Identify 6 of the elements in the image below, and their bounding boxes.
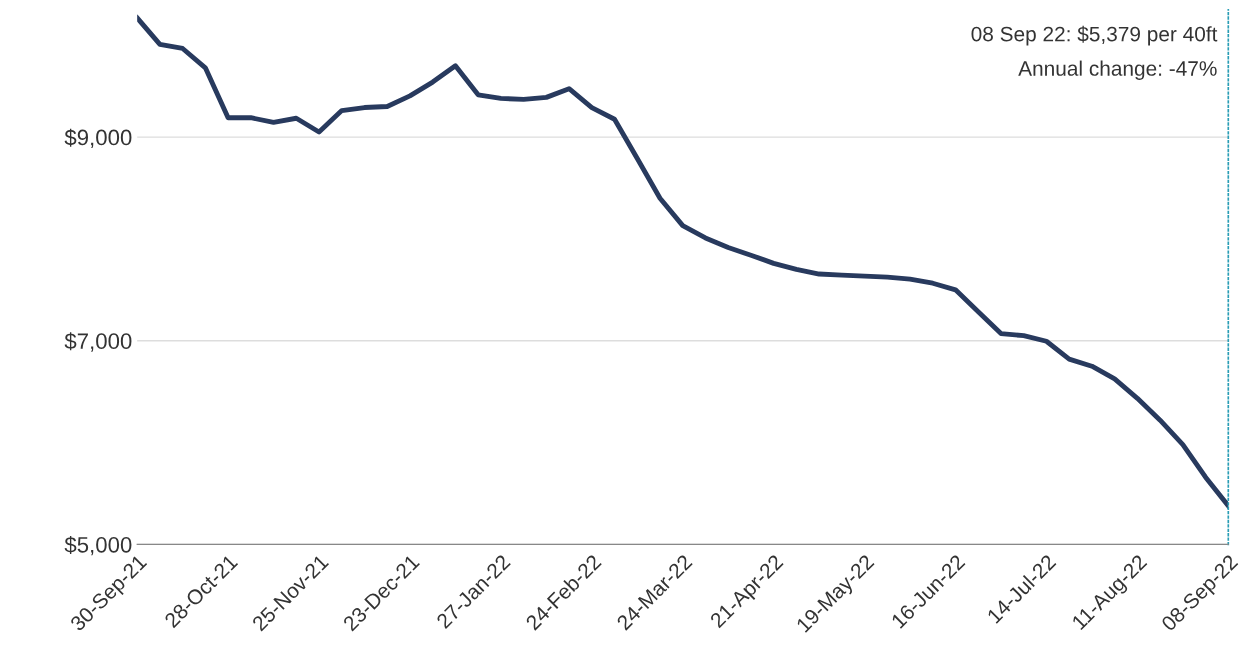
y-tick-label: $7,000	[64, 332, 132, 352]
y-tick-label: $5,000	[64, 536, 132, 556]
annotation: 08 Sep 22: $5,379 per 40ft	[971, 25, 1218, 46]
annotation: Annual change: -47%	[1018, 60, 1217, 80]
y-tick-label: $9,000	[64, 128, 132, 148]
line-series	[137, 15, 1229, 509]
